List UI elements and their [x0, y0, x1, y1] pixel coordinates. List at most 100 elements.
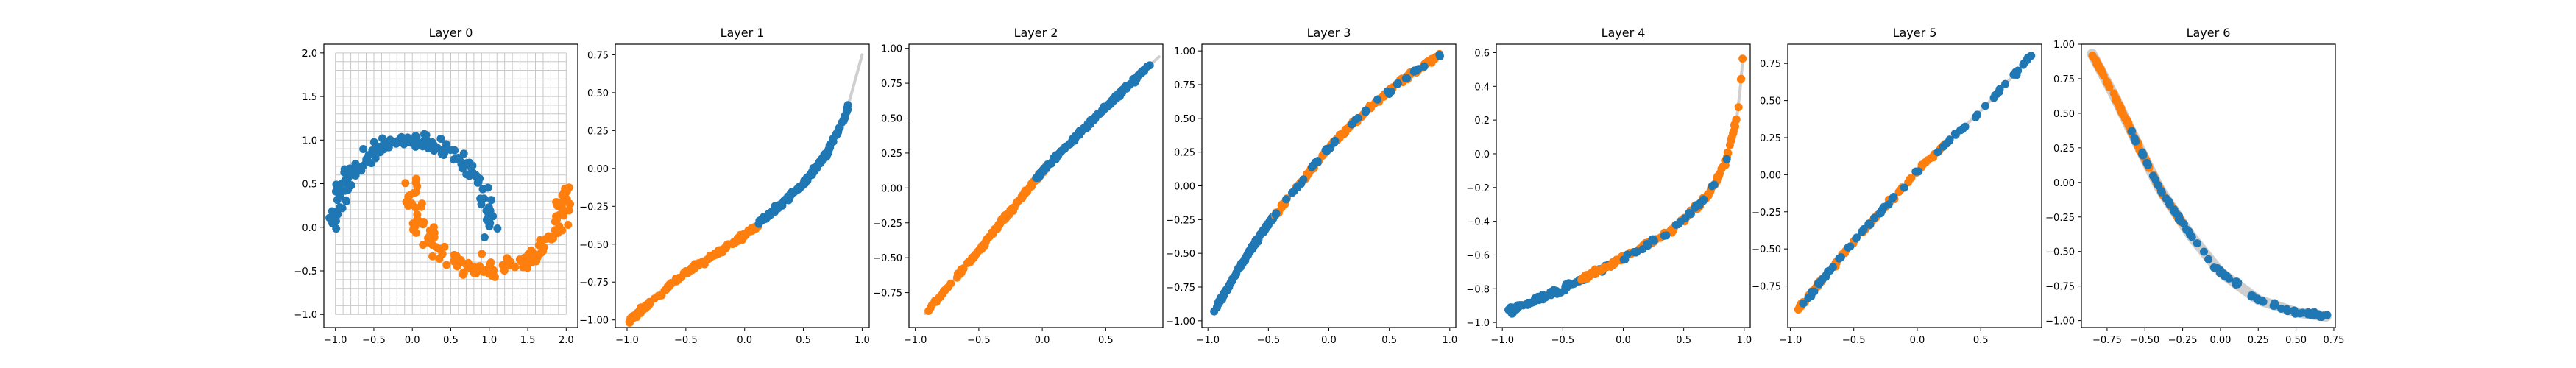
- data-point: [1213, 303, 1222, 312]
- data-point: [1109, 93, 1118, 102]
- y-tick-label: −0.5: [294, 266, 317, 277]
- data-point: [667, 280, 676, 289]
- x-tick-label: −0.5: [1842, 335, 1866, 346]
- data-point: [1020, 190, 1029, 199]
- x-tick-label: 0.00: [2209, 335, 2231, 346]
- x-tick-label: 1.0: [481, 335, 497, 346]
- data-point: [1905, 175, 1914, 184]
- x-tick-label: −0.50: [2130, 335, 2159, 346]
- data-point: [719, 246, 728, 255]
- y-tick-label: −0.4: [1466, 217, 1490, 228]
- data-point: [2118, 109, 2127, 118]
- x-tick-label: 2.0: [559, 335, 574, 346]
- data-point: [1608, 258, 1617, 266]
- data-point: [474, 266, 483, 275]
- plot-area: [325, 52, 575, 315]
- data-point: [464, 258, 473, 267]
- data-point: [2290, 307, 2299, 316]
- data-point: [503, 254, 512, 263]
- data-point: [766, 210, 775, 219]
- axes-frame: [1787, 43, 2042, 328]
- x-tick-label: 0.5: [1381, 335, 1397, 346]
- data-point: [454, 153, 463, 162]
- data-point: [484, 183, 492, 192]
- data-point: [1736, 75, 1745, 84]
- x-tick-label: 0.5: [796, 335, 811, 346]
- data-point: [2096, 64, 2105, 73]
- data-point: [533, 253, 542, 262]
- data-point: [559, 197, 567, 206]
- data-point: [1222, 286, 1231, 295]
- data-point: [1299, 175, 1308, 184]
- data-point: [1732, 116, 1741, 124]
- data-point: [1922, 158, 1931, 166]
- data-point: [1818, 275, 1827, 283]
- data-point: [1039, 164, 1048, 173]
- data-point: [1100, 105, 1109, 113]
- data-point: [536, 236, 545, 244]
- y-tick-label: 0.00: [881, 183, 902, 194]
- data-point: [635, 306, 644, 315]
- data-point: [439, 146, 447, 155]
- y-tick-label: −1.00: [1166, 316, 1195, 328]
- data-point: [1900, 183, 1908, 192]
- x-tick-label: 0.0: [1321, 335, 1337, 346]
- data-point: [1373, 95, 1381, 104]
- data-point: [520, 253, 529, 262]
- data-point: [407, 199, 416, 208]
- data-point: [413, 182, 422, 191]
- y-tick-label: −0.2: [1466, 183, 1490, 194]
- data-point: [1435, 52, 1444, 60]
- series-orange-0: [924, 161, 1052, 316]
- series-orange-0: [625, 222, 762, 327]
- data-point: [552, 216, 561, 224]
- data-point: [998, 214, 1007, 223]
- data-point: [359, 145, 368, 154]
- x-tick-label: −0.5: [967, 335, 991, 346]
- y-tick-label: 0.75: [587, 50, 609, 61]
- data-point: [1262, 222, 1271, 231]
- data-point: [959, 264, 968, 273]
- x-tick-label: 0.5: [1973, 335, 1989, 346]
- data-point: [2131, 137, 2140, 146]
- data-point: [405, 191, 414, 199]
- data-point: [408, 225, 417, 234]
- subplot-layer-4: −1.0 −0.5 0.0 0.5 1.0 −1.0 −0.8 −0.6 −0.4 −0.2 0.0…: [1466, 26, 1752, 346]
- y-tick-label: −0.6: [1466, 250, 1490, 261]
- data-point: [344, 185, 353, 194]
- x-tick-label: −1.0: [1490, 335, 1514, 346]
- data-point: [645, 297, 654, 306]
- subplot-title: Layer 3: [1307, 26, 1351, 40]
- reference-curve: [1507, 56, 1745, 313]
- data-point: [2023, 55, 2031, 64]
- x-tick-label: −0.5: [1257, 335, 1281, 346]
- data-point: [2187, 233, 2196, 241]
- data-point: [1808, 287, 1817, 296]
- data-point: [412, 132, 421, 141]
- data-point: [1252, 238, 1261, 247]
- data-point: [428, 138, 436, 146]
- data-point: [442, 261, 451, 269]
- x-tick-label: 0.0: [1616, 335, 1631, 346]
- plot-area: [2087, 49, 2332, 322]
- x-tick-label: −0.5: [1551, 335, 1575, 346]
- x-tick-label: −0.5: [674, 335, 698, 346]
- data-point: [729, 238, 738, 247]
- data-point: [2270, 299, 2279, 308]
- data-point: [2088, 51, 2097, 60]
- data-point: [930, 297, 939, 305]
- data-point: [2111, 93, 2120, 102]
- data-point: [1367, 102, 1376, 110]
- data-point: [1239, 257, 1248, 266]
- data-point: [452, 257, 461, 266]
- y-tick-label: 0.00: [1760, 170, 1781, 181]
- data-point: [1799, 299, 1808, 308]
- data-point: [1561, 282, 1570, 291]
- y-tick-label: 0.00: [1174, 182, 1195, 193]
- y-tick-label: 0.25: [2053, 144, 2075, 155]
- data-point: [1884, 200, 1893, 209]
- data-point: [1723, 148, 1732, 157]
- series-blue-0: [1210, 212, 1278, 316]
- data-point: [1293, 182, 1302, 191]
- y-tick-label: −0.75: [1166, 283, 1195, 294]
